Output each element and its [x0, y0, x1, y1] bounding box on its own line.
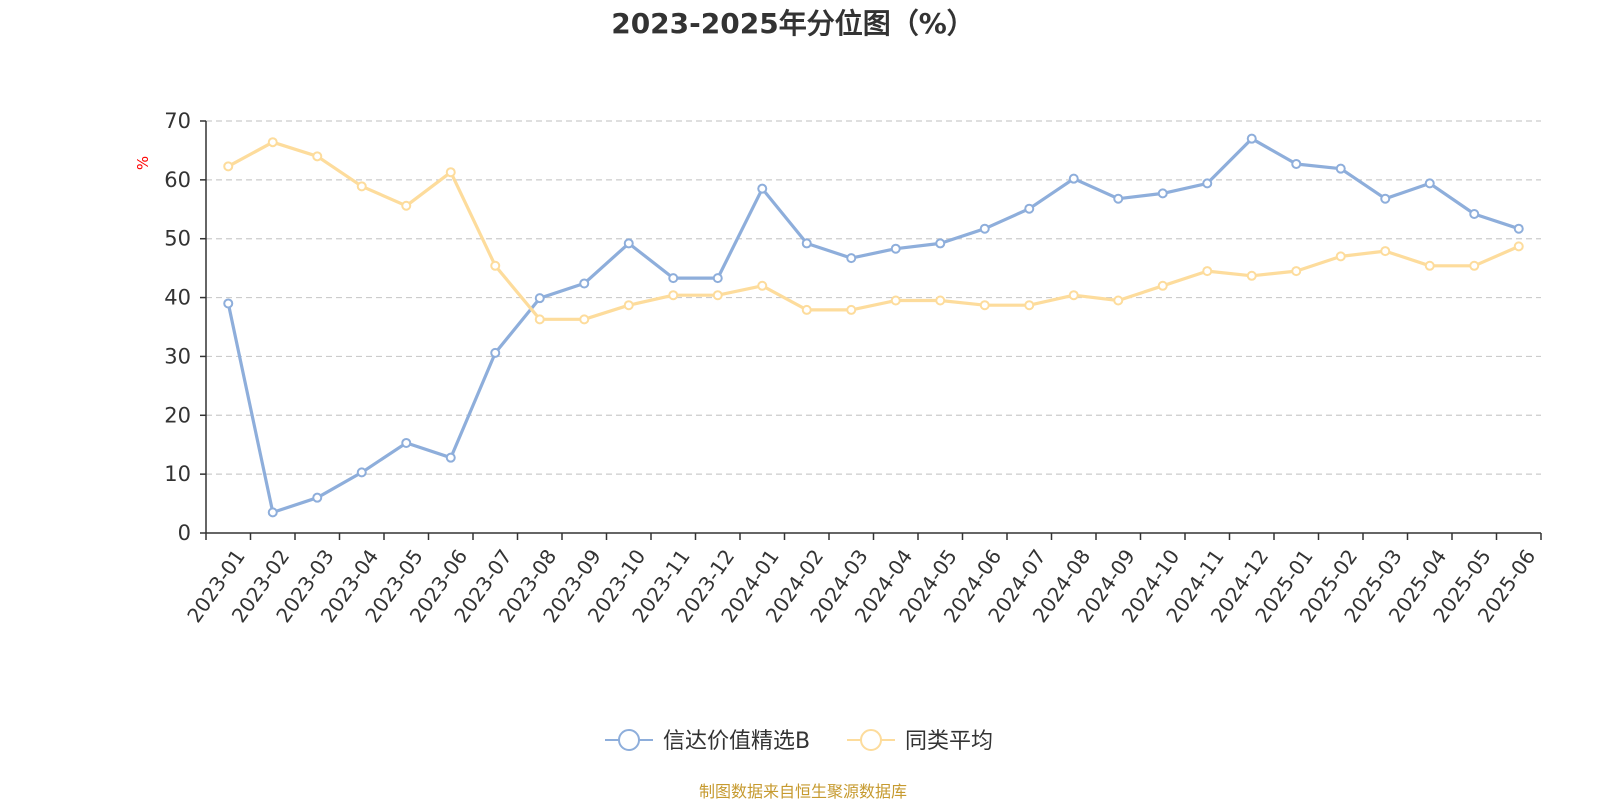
data-point[interactable]	[712, 273, 723, 284]
data-point[interactable]	[1113, 193, 1124, 204]
data-point[interactable]	[1157, 280, 1168, 291]
data-point[interactable]	[935, 295, 946, 306]
y-axis-unit-label: %	[134, 156, 152, 170]
data-point[interactable]	[1246, 270, 1257, 281]
y-tick-label: 40	[164, 286, 191, 310]
data-point[interactable]	[1335, 251, 1346, 262]
data-point[interactable]	[1202, 266, 1213, 277]
data-point[interactable]	[623, 238, 634, 249]
legend-label-series-2: 同类平均	[905, 729, 993, 754]
data-point[interactable]	[1291, 158, 1302, 169]
data-point[interactable]	[1024, 300, 1035, 311]
y-tick-label: 30	[164, 344, 191, 368]
data-point[interactable]	[1335, 163, 1346, 174]
data-point[interactable]	[1291, 266, 1302, 277]
y-tick-label: 70	[164, 109, 191, 133]
y-tick-label: 0	[178, 521, 191, 545]
data-point[interactable]	[267, 137, 278, 148]
chart-title: 2023-2025年分位图（%）	[611, 7, 975, 40]
data-point[interactable]	[1024, 203, 1035, 214]
data-point[interactable]	[445, 452, 456, 463]
data-point[interactable]	[712, 290, 723, 301]
data-point[interactable]	[579, 278, 590, 289]
source-note: 制图数据来自恒生聚源数据库	[699, 782, 907, 800]
legend-item-series-1[interactable]: 信达价值精选B	[605, 729, 810, 754]
data-point[interactable]	[979, 300, 990, 311]
data-point[interactable]	[846, 304, 857, 315]
data-point[interactable]	[846, 253, 857, 264]
data-point[interactable]	[979, 223, 990, 234]
data-point[interactable]	[579, 314, 590, 325]
legend-label-series-1: 信达价值精选B	[663, 729, 810, 754]
data-point[interactable]	[1380, 193, 1391, 204]
legend-circle-icon	[860, 729, 882, 751]
series-line	[227, 140, 1520, 321]
data-point[interactable]	[223, 161, 234, 172]
data-point[interactable]	[1202, 178, 1213, 189]
data-point[interactable]	[534, 314, 545, 325]
data-point[interactable]	[1068, 290, 1079, 301]
y-tick-label: 10	[164, 462, 191, 486]
data-point[interactable]	[1068, 173, 1079, 184]
series-2	[223, 137, 1524, 325]
data-point[interactable]	[356, 181, 367, 192]
data-point[interactable]	[401, 200, 412, 211]
data-point[interactable]	[1157, 188, 1168, 199]
data-point[interactable]	[668, 290, 679, 301]
data-point[interactable]	[534, 293, 545, 304]
data-point[interactable]	[356, 467, 367, 478]
y-tick-label: 20	[164, 403, 191, 427]
axes	[205, 121, 1541, 534]
data-point[interactable]	[223, 298, 234, 309]
data-point[interactable]	[757, 280, 768, 291]
data-point[interactable]	[1513, 223, 1524, 234]
y-tick-label: 60	[164, 168, 191, 192]
data-point[interactable]	[1469, 260, 1480, 271]
legend: 信达价值精选B 同类平均	[605, 729, 993, 754]
data-point[interactable]	[1380, 246, 1391, 257]
data-point[interactable]	[668, 273, 679, 284]
data-point[interactable]	[490, 260, 501, 271]
y-tick-labels: 0 10 20 30 40 50 60 70	[164, 109, 206, 545]
data-point[interactable]	[935, 238, 946, 249]
grid-lines	[206, 120, 1541, 475]
data-point[interactable]	[312, 151, 323, 162]
data-point[interactable]	[890, 295, 901, 306]
data-point[interactable]	[623, 300, 634, 311]
data-point[interactable]	[757, 183, 768, 194]
data-point[interactable]	[890, 243, 901, 254]
data-point[interactable]	[1424, 178, 1435, 189]
data-point[interactable]	[445, 167, 456, 178]
series-1	[223, 133, 1524, 518]
data-point[interactable]	[490, 347, 501, 358]
data-point[interactable]	[312, 492, 323, 503]
data-point[interactable]	[1113, 295, 1124, 306]
data-point[interactable]	[401, 437, 412, 448]
data-point[interactable]	[267, 507, 278, 518]
x-tick-labels: 2023-012023-022023-032023-042023-052023-…	[182, 533, 1542, 627]
data-point[interactable]	[1513, 241, 1524, 252]
data-point[interactable]	[1424, 260, 1435, 271]
data-point[interactable]	[801, 304, 812, 315]
legend-item-series-2[interactable]: 同类平均	[847, 729, 993, 754]
data-point[interactable]	[801, 238, 812, 249]
data-point[interactable]	[1469, 208, 1480, 219]
series-lines	[223, 133, 1524, 518]
legend-circle-icon	[618, 729, 640, 751]
data-point[interactable]	[1246, 133, 1257, 144]
y-tick-label: 50	[164, 227, 191, 251]
series-line	[226, 137, 1520, 515]
